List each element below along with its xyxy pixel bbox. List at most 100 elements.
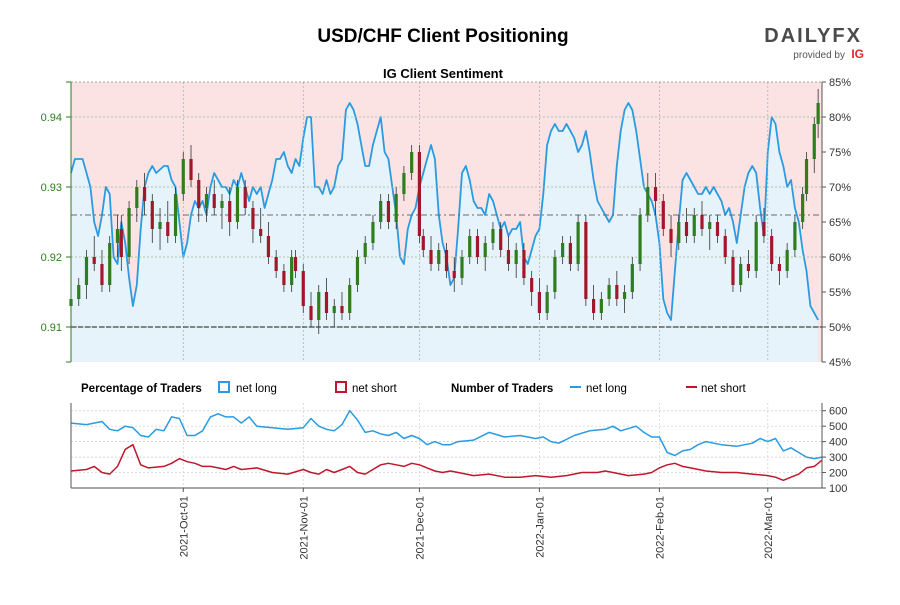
candle-body: [197, 180, 201, 208]
candle-body: [379, 201, 383, 222]
price-candle: [282, 264, 286, 292]
price-candle: [715, 215, 720, 243]
bottom-grid: [71, 403, 822, 489]
price-candle: [506, 236, 511, 271]
percent-tick-label: 65%: [829, 217, 851, 229]
price-candle: [561, 236, 565, 264]
candle-body: [115, 229, 120, 243]
candle-body: [607, 285, 611, 299]
price-candle: [235, 180, 240, 229]
price-candle: [804, 152, 809, 201]
price-candle: [746, 250, 751, 278]
candle-body: [592, 299, 596, 313]
candle-body: [108, 243, 112, 285]
price-candle: [684, 208, 689, 243]
net-long-percent-line: [70, 102, 819, 321]
candle-body: [402, 173, 406, 194]
candle-body: [173, 194, 178, 236]
price-candle: [142, 173, 147, 215]
legend-pct-long-label: net long: [236, 383, 277, 395]
price-candle: [220, 194, 224, 229]
price-candle: [317, 285, 321, 334]
percent-tick-label: 75%: [829, 147, 851, 159]
price-tick-label: 0.91: [41, 322, 62, 334]
candle-body: [274, 257, 278, 271]
price-candle: [371, 215, 375, 250]
price-tick-label: 0.93: [41, 182, 62, 194]
price-candle: [770, 229, 774, 271]
candle-body: [84, 257, 89, 285]
percent-tick-label: 85%: [829, 77, 851, 89]
candle-body: [715, 222, 720, 236]
candle-body: [684, 222, 689, 236]
count-tick-label: 200: [829, 468, 847, 480]
candle-body: [220, 201, 224, 208]
candle-body: [475, 236, 480, 257]
candle-body: [293, 257, 298, 271]
candle-body: [576, 222, 580, 264]
candle-body: [332, 306, 336, 313]
price-candle: [127, 201, 131, 264]
count-tick-label: 500: [829, 421, 847, 433]
candle-body: [460, 257, 464, 278]
price-candle: [468, 229, 472, 264]
candle-body: [553, 257, 557, 292]
price-candle: [173, 187, 178, 243]
candle-body: [661, 201, 665, 229]
legend-percentage-title: Percentage of Traders: [81, 383, 202, 395]
price-candle: [84, 250, 89, 299]
candle-body: [622, 292, 627, 299]
candle-body: [421, 236, 425, 250]
price-candle: [197, 173, 201, 222]
percent-tick-label: 80%: [829, 112, 851, 124]
chart-subtitle: IG Client Sentiment: [383, 66, 504, 81]
price-candle: [638, 208, 642, 271]
candle-body: [119, 229, 123, 257]
candle-body: [363, 243, 367, 257]
bottom-axes: 100 200 300 400 500 600: [70, 403, 847, 495]
price-candle: [243, 180, 247, 215]
net-long-count-line: [70, 409, 823, 460]
provided-by-label: provided by: [793, 50, 845, 61]
candle-body: [739, 264, 743, 285]
candle-body: [348, 285, 352, 313]
candle-body: [506, 250, 511, 264]
sentiment-area: [70, 102, 819, 362]
candle-body: [584, 222, 588, 299]
candle-body: [669, 229, 673, 243]
price-candle: [692, 208, 696, 243]
price-candle: [708, 215, 712, 250]
price-candle: [158, 208, 162, 250]
price-candle: [324, 278, 329, 320]
price-tick-label: 0.92: [41, 252, 62, 264]
price-candle: [293, 250, 298, 278]
candle-body: [77, 285, 81, 299]
candle-body: [386, 201, 391, 222]
price-candle: [309, 292, 313, 327]
candle-body: [158, 222, 162, 229]
candle-body: [204, 194, 209, 208]
price-candle: [661, 194, 665, 236]
price-candle: [537, 278, 542, 320]
candle-body: [243, 187, 247, 208]
price-candle: [483, 236, 487, 271]
price-candle: [421, 229, 425, 257]
x-tick-label: 2022-Jan-01: [534, 496, 546, 558]
candle-body: [355, 257, 360, 285]
candle-body: [785, 250, 789, 271]
price-candle: [259, 208, 263, 243]
price-candle: [522, 243, 526, 285]
price-candle: [251, 201, 255, 243]
candle-body: [615, 285, 619, 299]
price-candle: [653, 173, 658, 215]
percent-tick-label: 55%: [829, 287, 851, 299]
price-candle: [812, 117, 816, 173]
price-candle: [340, 292, 344, 320]
candle-body: [545, 292, 549, 313]
price-candle: [108, 236, 112, 292]
price-candle: [568, 236, 572, 271]
candle-body: [444, 250, 449, 271]
price-candle: [452, 257, 456, 292]
candle-body: [754, 222, 758, 271]
